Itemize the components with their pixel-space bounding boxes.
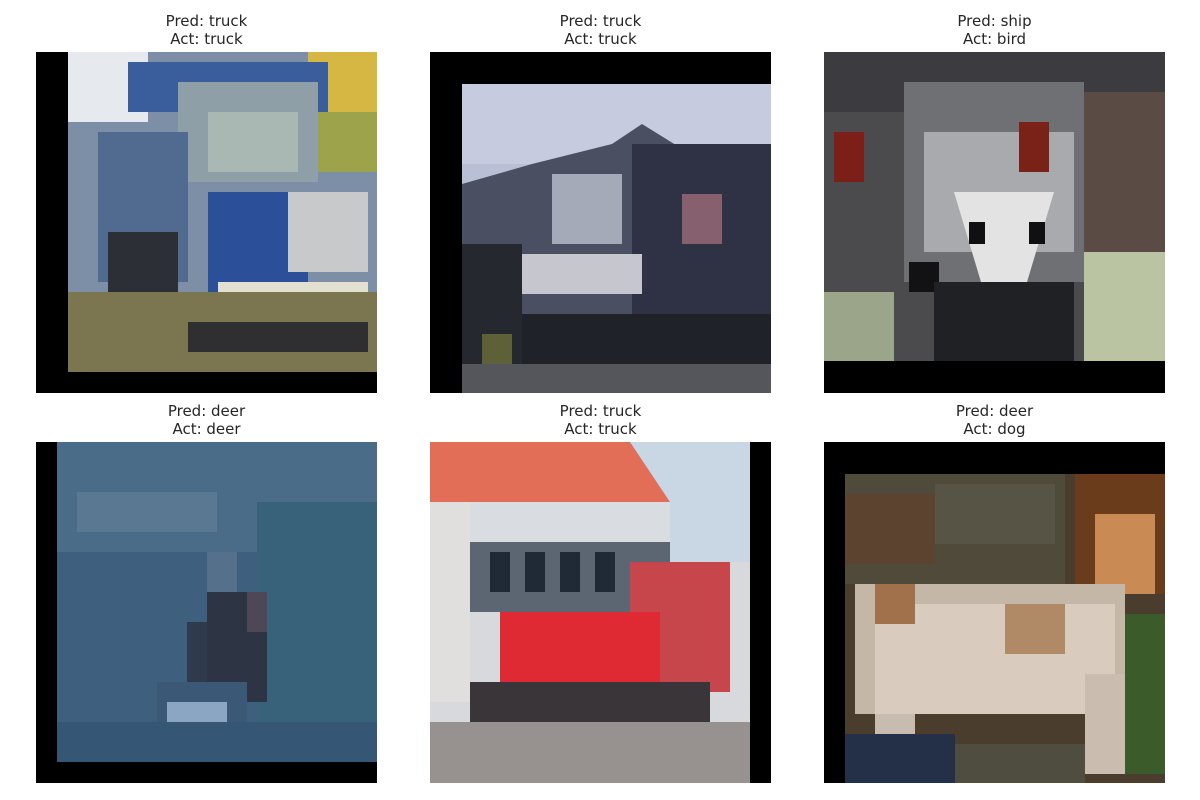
actual-label: Act: bird [962, 30, 1027, 48]
pred-label: Pred: ship [957, 12, 1032, 30]
actual-label: Act: truck [564, 30, 637, 48]
truck-image [462, 84, 771, 393]
panel-title: Pred: truck Act: truck [36, 12, 377, 48]
pred-label: Pred: truck [559, 12, 642, 30]
actual-label: Act: dog [963, 420, 1026, 438]
actual-label: Act: deer [172, 420, 241, 438]
sample-image [430, 442, 771, 783]
pred-label: Pred: truck [559, 402, 642, 420]
panel-title: Pred: truck Act: truck [430, 402, 771, 438]
pred-label: Pred: deer [167, 402, 246, 420]
deer-image [57, 442, 377, 762]
panel-title: Pred: deer Act: dog [824, 402, 1165, 438]
sample-image [36, 442, 377, 783]
truck-image [430, 442, 750, 783]
sample-image [824, 52, 1165, 393]
sample-image [430, 52, 771, 393]
sample-image [36, 52, 377, 393]
panel-title: Pred: deer Act: deer [36, 402, 377, 438]
actual-label: Act: truck [564, 420, 637, 438]
truck-image [68, 52, 377, 372]
actual-label: Act: truck [170, 30, 243, 48]
panel-title: Pred: ship Act: bird [824, 12, 1165, 48]
sample-image [824, 442, 1165, 783]
pred-label: Pred: deer [955, 402, 1034, 420]
panel-title: Pred: truck Act: truck [430, 12, 771, 48]
bird-image [824, 52, 1165, 361]
pred-label: Pred: truck [165, 12, 248, 30]
dog-image [845, 474, 1165, 783]
